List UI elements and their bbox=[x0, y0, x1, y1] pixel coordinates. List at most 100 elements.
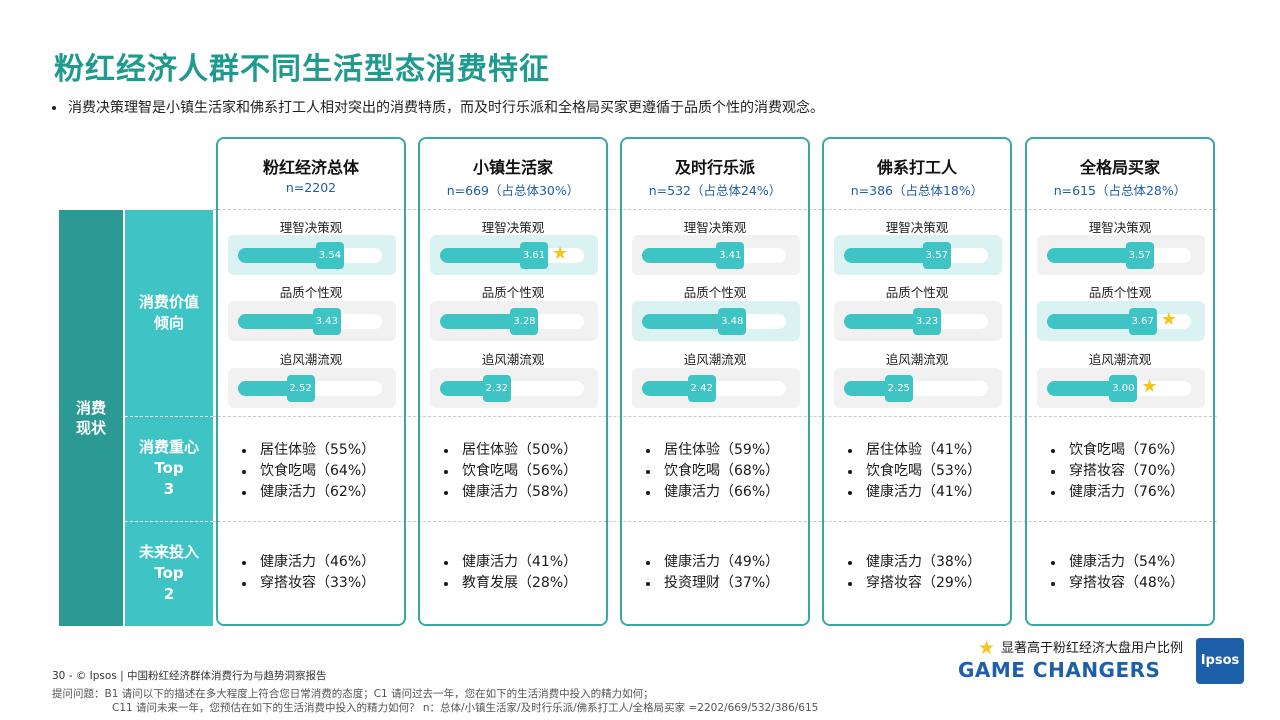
metric-label: 追风潮流观 bbox=[683, 352, 747, 367]
question-note: 提问问题：B1 请问以下的描述在多大程度上符合您日常消费的态度；C1 请问过去一… bbox=[52, 688, 654, 700]
metric-label: 追风潮流观 bbox=[279, 352, 343, 367]
metric-bar-box: 3.57 bbox=[1037, 235, 1205, 275]
segment-card: 小镇生活家 n=669（占总体30%） 理智决策观 3.61 ★ 品质个性观 3.28 追风潮… bbox=[418, 137, 608, 626]
page-title: 粉红经济人群不同生活型态消费特征 bbox=[54, 52, 550, 87]
focus-list: 居住体验（41%） 饮食吃喝（53%） 健康活力（41%） bbox=[848, 440, 981, 503]
list-item: 健康活力（66%） bbox=[646, 482, 779, 503]
row-divider bbox=[213, 209, 1217, 210]
segment-name: 佛系打工人 bbox=[876, 158, 957, 177]
metric-bar-box: 3.67 ★ bbox=[1037, 301, 1205, 341]
list-item: 健康活力（54%） bbox=[1051, 552, 1184, 573]
legend-text: 显著高于粉红经济大盘用户比例 bbox=[1001, 641, 1184, 656]
segment-card: 粉红经济总体 n=2202 理智决策观 3.54 品质个性观 3.43 追风潮流观 2.52 居… bbox=[216, 137, 406, 626]
star-icon: ★ bbox=[551, 243, 569, 264]
metric-value: 3.23 bbox=[913, 308, 942, 335]
list-item: 饮食吃喝（53%） bbox=[848, 461, 981, 482]
metric-bar-box: 3.48 bbox=[632, 301, 800, 341]
metric-bar-box: 2.42 bbox=[632, 368, 800, 408]
metric-label: 品质个性观 bbox=[885, 285, 949, 300]
metric-value: 2.32 bbox=[482, 375, 511, 402]
segment-card: 及时行乐派 n=532（占总体24%） 理智决策观 3.41 品质个性观 3.48 追风潮流… bbox=[620, 137, 810, 626]
metric-bar-box: 3.43 bbox=[228, 301, 396, 341]
list-item: 健康活力（49%） bbox=[646, 552, 779, 573]
question-note: C11 请问未来一年，您预估在如下的生活消费中投入的精力如何？ n：总体/小镇生… bbox=[112, 702, 819, 714]
list-item: 健康活力（41%） bbox=[848, 482, 981, 503]
future-list: 健康活力（54%） 穿搭妆容（48%） bbox=[1051, 552, 1184, 594]
metric-label: 品质个性观 bbox=[481, 285, 545, 300]
row-divider bbox=[213, 521, 1217, 522]
list-item: 教育发展（28%） bbox=[444, 573, 577, 594]
row-divider bbox=[125, 416, 213, 417]
brand-text: GAME CHANGERS bbox=[958, 658, 1161, 682]
focus-list: 饮食吃喝（76%） 穿搭妆容（70%） 健康活力（76%） bbox=[1051, 440, 1184, 503]
metric-fill bbox=[844, 248, 947, 263]
segment-sample-size: n=532（占总体24%） bbox=[648, 183, 782, 198]
metric-label: 品质个性观 bbox=[279, 285, 343, 300]
list-item: 饮食吃喝（76%） bbox=[1051, 440, 1184, 461]
segment-name: 及时行乐派 bbox=[674, 158, 755, 177]
focus-list: 居住体验（50%） 饮食吃喝（56%） 健康活力（58%） bbox=[444, 440, 577, 503]
metric-fill bbox=[1047, 248, 1150, 263]
segment-name: 小镇生活家 bbox=[472, 158, 553, 177]
metric-bar-box: 2.52 bbox=[228, 368, 396, 408]
metric-track: 3.48 bbox=[642, 308, 786, 335]
segment-sample-size: n=669（占总体30%） bbox=[446, 183, 580, 198]
list-item: 健康活力（38%） bbox=[848, 552, 981, 573]
metric-track: 3.57 bbox=[1047, 242, 1191, 269]
list-item: 健康活力（46%） bbox=[242, 552, 375, 573]
list-item: 健康活力（76%） bbox=[1051, 482, 1184, 503]
list-item: 穿搭妆容（70%） bbox=[1051, 461, 1184, 482]
metric-label: 追风潮流观 bbox=[1088, 352, 1152, 367]
segment-sample-size: n=2202 bbox=[285, 180, 337, 195]
list-item: 居住体验（50%） bbox=[444, 440, 577, 461]
metric-value: 2.52 bbox=[286, 375, 315, 402]
metric-value: 3.48 bbox=[718, 308, 747, 335]
segment-card: 佛系打工人 n=386（占总体18%） 理智决策观 3.57 品质个性观 3.23 追风潮流… bbox=[822, 137, 1012, 626]
row-header-main: 消费 现状 bbox=[59, 210, 123, 626]
metric-track: 3.00 ★ bbox=[1047, 375, 1191, 402]
future-list: 健康活力（41%） 教育发展（28%） bbox=[444, 552, 577, 594]
metric-track: 3.67 ★ bbox=[1047, 308, 1191, 335]
metric-value: 3.67 bbox=[1128, 308, 1157, 335]
list-item: 饮食吃喝（64%） bbox=[242, 461, 375, 482]
row-divider bbox=[125, 521, 213, 522]
row-header-future: 未来投入 Top 2 bbox=[125, 521, 213, 626]
star-icon: ★ bbox=[978, 637, 996, 659]
metric-label: 理智决策观 bbox=[279, 220, 343, 235]
future-list: 健康活力（38%） 穿搭妆容（29%） bbox=[848, 552, 981, 594]
subtitle: 消费决策理智是小镇生活家和佛系打工人相对突出的消费特质，而及时行乐派和全格局买家… bbox=[52, 97, 824, 117]
metric-track: 3.41 bbox=[642, 242, 786, 269]
metric-label: 品质个性观 bbox=[683, 285, 747, 300]
metric-value: 3.41 bbox=[716, 242, 745, 269]
metric-label: 理智决策观 bbox=[1088, 220, 1152, 235]
metric-fill bbox=[238, 248, 340, 263]
metric-track: 2.25 bbox=[844, 375, 988, 402]
segment-name: 全格局买家 bbox=[1079, 158, 1160, 177]
metric-bar-box: 3.23 bbox=[834, 301, 1002, 341]
metric-track: 2.32 bbox=[440, 375, 584, 402]
metric-label: 理智决策观 bbox=[885, 220, 949, 235]
segment-sample-size: n=615（占总体28%） bbox=[1053, 183, 1187, 198]
metric-bar-box: 2.32 bbox=[430, 368, 598, 408]
metric-bar-box: 3.28 bbox=[430, 301, 598, 341]
focus-list: 居住体验（55%） 饮食吃喝（64%） 健康活力（62%） bbox=[242, 440, 375, 503]
metric-track: 3.54 bbox=[238, 242, 382, 269]
legend: ★ 显著高于粉红经济大盘用户比例 bbox=[978, 637, 1183, 659]
focus-list: 居住体验（59%） 饮食吃喝（68%） 健康活力（66%） bbox=[646, 440, 779, 503]
subtitle-text: 消费决策理智是小镇生活家和佛系打工人相对突出的消费特质，而及时行乐派和全格局买家… bbox=[68, 100, 824, 116]
list-item: 健康活力（62%） bbox=[242, 482, 375, 503]
segment-sample-size: n=386（占总体18%） bbox=[850, 183, 984, 198]
bullet-icon bbox=[52, 106, 56, 110]
list-item: 健康活力（58%） bbox=[444, 482, 577, 503]
metric-track: 3.61 ★ bbox=[440, 242, 584, 269]
row-header-future-label: 未来投入 Top 2 bbox=[138, 543, 199, 603]
metric-value: 3.28 bbox=[510, 308, 539, 335]
list-item: 居住体验（41%） bbox=[848, 440, 981, 461]
metric-value: 2.42 bbox=[687, 375, 716, 402]
list-item: 穿搭妆容（33%） bbox=[242, 573, 375, 594]
list-item: 饮食吃喝（68%） bbox=[646, 461, 779, 482]
star-icon: ★ bbox=[1160, 309, 1177, 330]
metric-track: 2.42 bbox=[642, 375, 786, 402]
metric-bar-box: 2.25 bbox=[834, 368, 1002, 408]
row-header-main-label: 消费 现状 bbox=[75, 399, 106, 437]
